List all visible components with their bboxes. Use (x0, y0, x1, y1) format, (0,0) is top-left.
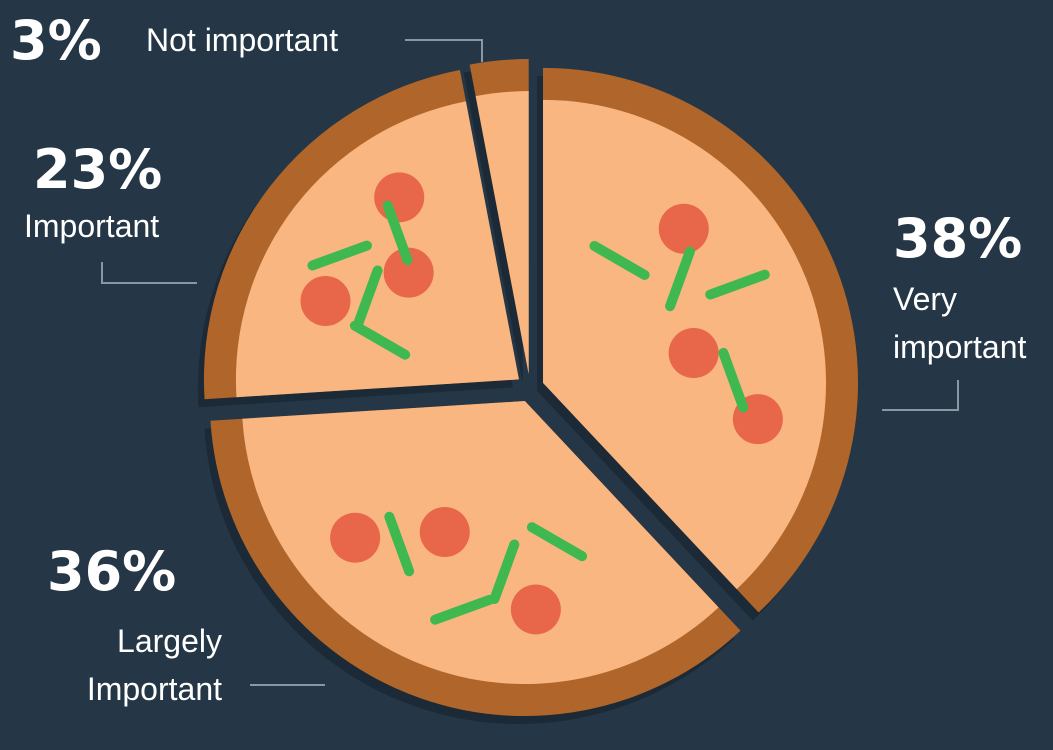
slice (204, 401, 741, 725)
leader-lines (101, 39, 959, 686)
slice (197, 69, 519, 408)
topping (526, 522, 588, 562)
slice-cheese (235, 101, 519, 398)
topping (384, 511, 415, 577)
value-label: 36% (47, 540, 177, 603)
topping (718, 347, 749, 413)
slice-label: Very important (893, 281, 1027, 365)
value-label: 38% (893, 207, 1023, 270)
topping (300, 276, 351, 327)
topping (330, 512, 381, 563)
topping (705, 269, 770, 300)
value-label: 3% (10, 9, 102, 72)
topping (665, 246, 695, 312)
topping (658, 203, 709, 254)
topping (419, 506, 470, 557)
topping (307, 240, 372, 271)
slice (537, 67, 859, 621)
topping (510, 584, 561, 635)
leader-line (405, 39, 483, 62)
slice-cheese (475, 91, 529, 375)
slice (463, 59, 529, 383)
topping (430, 594, 495, 625)
topping (349, 320, 411, 360)
topping (382, 200, 413, 266)
topping (374, 172, 425, 223)
value-label: 23% (33, 138, 163, 201)
slice-label: Important (24, 208, 160, 244)
leader-line (101, 262, 197, 284)
topping (383, 247, 434, 298)
slice-label: Not important (146, 22, 339, 58)
topping (589, 240, 650, 280)
leader-line (882, 380, 959, 411)
topping (668, 328, 719, 379)
topping (489, 539, 520, 604)
slice-label: Largely Important (86, 623, 222, 707)
topping (352, 265, 383, 331)
slice-cheese (242, 401, 719, 685)
